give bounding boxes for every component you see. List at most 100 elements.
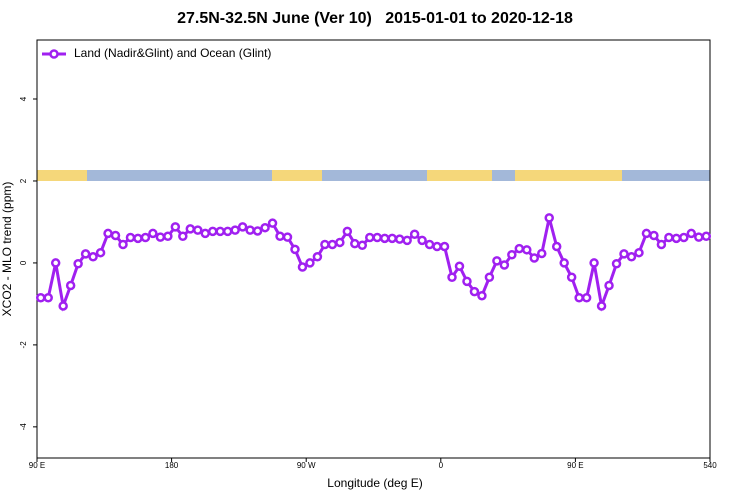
point — [305, 258, 315, 268]
land-band — [37, 170, 87, 181]
point — [245, 225, 255, 235]
legend: Land (Nadir&Glint) and Ocean (Glint) — [42, 46, 271, 60]
plot-frame — [36, 39, 711, 459]
y-tick-label: 0 — [19, 260, 28, 265]
chart-title: 27.5N-32.5N June (Ver 10) 2015-01-01 to … — [177, 10, 573, 27]
point — [402, 235, 412, 246]
point — [492, 256, 502, 266]
point — [522, 245, 532, 255]
point — [379, 233, 390, 244]
point — [372, 232, 382, 243]
point — [110, 230, 121, 241]
land-band — [515, 170, 622, 181]
point — [484, 272, 495, 283]
point — [409, 229, 420, 239]
point — [260, 222, 270, 233]
point — [634, 247, 644, 258]
map-strip — [37, 170, 710, 181]
point — [170, 222, 181, 232]
point — [357, 240, 368, 251]
point — [267, 218, 278, 228]
point — [88, 252, 98, 262]
point — [649, 230, 659, 241]
point — [596, 301, 607, 311]
point — [365, 232, 375, 243]
y-tick-label: -2 — [19, 341, 28, 349]
point — [566, 272, 577, 283]
x-axis-label: Longitude (deg E) — [327, 476, 422, 490]
point — [432, 241, 442, 252]
point — [43, 293, 53, 303]
point — [499, 260, 510, 270]
point — [230, 225, 240, 235]
legend-label: Land (Nadir&Glint) and Ocean (Glint) — [74, 46, 271, 60]
point — [537, 248, 547, 259]
x-tick-label: 0 — [439, 461, 444, 470]
point — [103, 228, 113, 239]
point — [604, 280, 614, 291]
point — [237, 222, 248, 232]
point — [679, 232, 689, 243]
point — [350, 238, 360, 249]
point — [462, 276, 472, 287]
x-tick-label: 180 — [165, 461, 179, 470]
point — [185, 224, 196, 234]
point — [252, 226, 263, 236]
point — [544, 213, 554, 223]
point — [671, 233, 682, 244]
point — [163, 231, 173, 242]
point — [439, 241, 450, 252]
point — [589, 258, 599, 268]
point — [275, 231, 285, 242]
point — [447, 272, 457, 283]
y-tick-label: -4 — [19, 423, 28, 431]
point — [95, 247, 106, 258]
land-band — [427, 170, 492, 181]
point — [290, 244, 300, 255]
point — [619, 249, 629, 259]
point — [282, 232, 293, 242]
point — [207, 226, 218, 237]
point — [297, 262, 308, 272]
x-tick-label: 90 E — [29, 461, 45, 470]
point — [118, 239, 128, 250]
point — [529, 253, 540, 263]
point — [694, 232, 704, 242]
land-band — [272, 170, 322, 181]
y-tick-label: 4 — [19, 96, 28, 101]
point — [394, 234, 405, 244]
point — [507, 249, 517, 260]
point — [193, 225, 203, 235]
legend-marker — [49, 49, 59, 59]
point — [65, 280, 76, 291]
point — [686, 228, 697, 239]
point — [320, 239, 330, 250]
point — [574, 293, 584, 303]
point — [454, 261, 465, 271]
x-tick-label: 90 E — [567, 461, 583, 470]
series-line — [40, 217, 707, 312]
point — [50, 258, 61, 268]
point — [581, 293, 592, 303]
point — [551, 241, 562, 252]
point — [424, 239, 435, 250]
x-tick-label: 540 — [703, 461, 717, 470]
point — [342, 226, 353, 237]
point — [222, 226, 233, 237]
point — [641, 228, 652, 239]
point — [155, 232, 166, 242]
point — [469, 286, 480, 297]
point — [35, 293, 46, 303]
y-axis-label: XCO2 - MLO trend (ppm) — [0, 182, 14, 317]
point — [200, 228, 210, 239]
point — [626, 252, 637, 262]
point — [327, 239, 338, 250]
point — [80, 249, 91, 259]
point — [312, 252, 323, 262]
point — [58, 301, 68, 311]
x-tick-label: 90 W — [297, 461, 316, 470]
point — [701, 231, 712, 242]
point — [140, 232, 151, 243]
point — [656, 239, 667, 250]
